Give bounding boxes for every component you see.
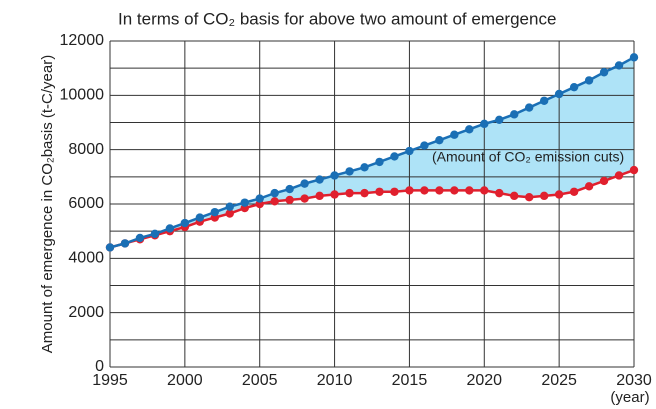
data-point: [270, 188, 279, 198]
data-point: [495, 188, 504, 198]
data-point: [420, 141, 429, 150]
x-tick-label: 1995: [92, 372, 128, 389]
data-point: [450, 186, 459, 195]
x-tick-label: 2005: [242, 372, 278, 389]
data-point: [390, 187, 399, 196]
data-point: [345, 167, 354, 176]
data-point: [465, 125, 474, 134]
y-tick-label: 4000: [68, 250, 104, 267]
y-tick-label: 2000: [68, 304, 104, 321]
x-tick-label: 2015: [392, 372, 428, 389]
data-point: [599, 176, 609, 186]
data-point: [270, 197, 279, 206]
data-point: [629, 165, 639, 175]
data-point: [554, 190, 564, 199]
data-point: [330, 190, 339, 199]
data-point: [554, 89, 564, 99]
data-point: [225, 209, 234, 218]
data-point: [629, 53, 639, 62]
data-point: [539, 191, 549, 201]
data-point: [150, 229, 160, 239]
data-point: [180, 218, 190, 228]
data-point: [480, 186, 489, 195]
data-point: [360, 163, 369, 172]
y-axis-label: Amount of emergence in CO₂basis (t-C/yea…: [39, 55, 56, 353]
data-point: [300, 194, 309, 203]
data-point: [285, 195, 294, 205]
data-point: [255, 194, 264, 203]
data-point: [480, 119, 489, 129]
x-tick-label: 2025: [541, 372, 577, 389]
data-point: [105, 243, 115, 252]
chart-title: In terms of CO₂ basis for above two amou…: [118, 9, 556, 28]
data-point: [135, 233, 145, 243]
data-point: [420, 186, 429, 195]
data-point: [405, 186, 414, 195]
y-tick-label: 12000: [60, 32, 105, 49]
data-point: [614, 61, 624, 70]
data-point: [405, 146, 414, 156]
data-point: [360, 188, 369, 198]
data-point: [390, 152, 399, 161]
x-tick-label: 2020: [466, 372, 502, 389]
data-point: [510, 110, 519, 119]
data-point: [569, 82, 579, 92]
data-point: [599, 68, 609, 77]
data-point: [510, 191, 519, 201]
data-point: [584, 76, 594, 85]
data-point: [315, 175, 324, 184]
fill-between: [110, 57, 634, 248]
data-point: [525, 103, 534, 112]
data-point: [435, 135, 444, 145]
data-point: [285, 184, 294, 194]
data-point: [435, 186, 444, 195]
data-point: [300, 179, 309, 188]
x-tick-label: 2030: [616, 372, 652, 389]
data-point: [465, 186, 474, 195]
x-tick-label: 2010: [317, 372, 353, 389]
x-tick-label: 2000: [167, 372, 203, 389]
data-point: [315, 191, 324, 201]
data-point: [375, 187, 384, 196]
y-tick-label: 6000: [68, 195, 104, 212]
data-point: [584, 182, 594, 191]
data-point: [165, 224, 175, 233]
data-point: [614, 171, 624, 180]
data-point: [495, 115, 504, 124]
data-point: [240, 198, 249, 207]
data-point: [210, 207, 219, 217]
data-point: [195, 213, 205, 222]
data-point: [375, 157, 384, 167]
data-point: [330, 171, 339, 180]
data-point: [569, 187, 579, 196]
data-point: [450, 130, 459, 139]
y-tick-label: 0: [95, 358, 104, 375]
y-tick-label: 10000: [60, 87, 105, 104]
data-point: [120, 239, 130, 248]
annotation: (Amount of CO₂ emission cuts): [432, 149, 624, 165]
x-unit-label: (year): [610, 389, 649, 406]
data-point: [539, 96, 549, 105]
data-point: [345, 188, 354, 198]
data-point: [525, 193, 534, 202]
data-point: [225, 202, 234, 211]
y-tick-label: 8000: [68, 141, 104, 158]
